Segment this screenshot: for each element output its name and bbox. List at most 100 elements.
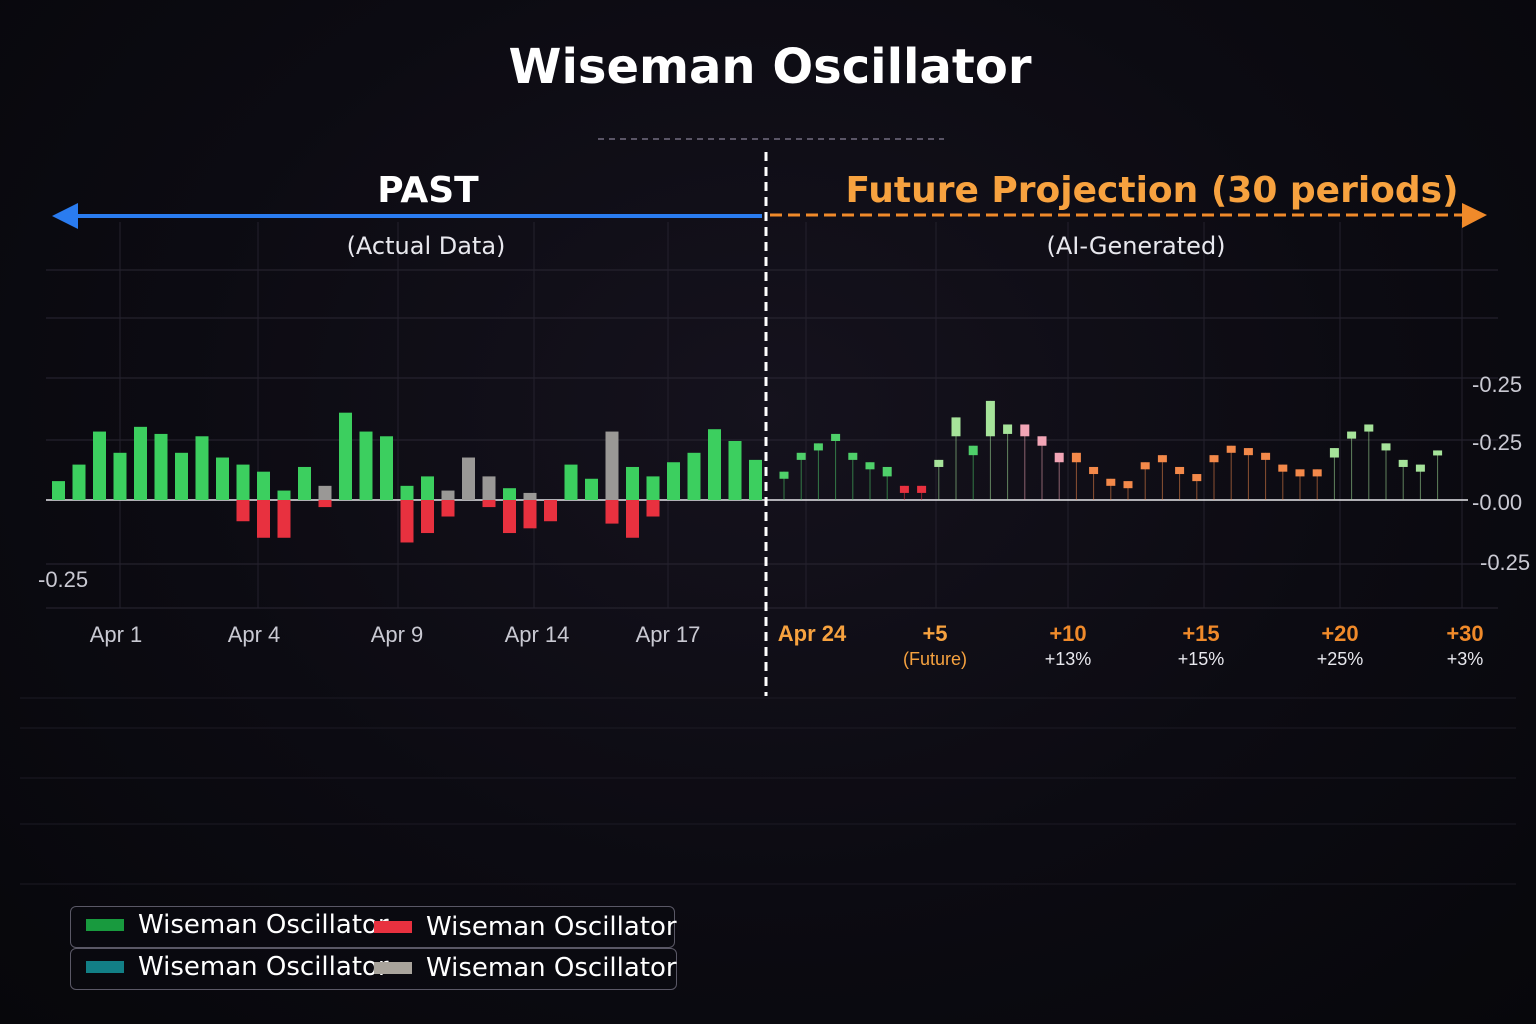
bar: [1089, 466, 1099, 475]
bar: [1020, 424, 1030, 437]
legend-swatch-green: [86, 919, 124, 931]
x-tick-label: Apr 9: [371, 622, 424, 647]
legend-item: Wiseman Oscillator: [86, 910, 389, 940]
bar: [1140, 462, 1150, 470]
x-axis-past: Apr 1 Apr 4 Apr 9 Apr 14 Apr 17: [90, 622, 701, 647]
bar: [882, 466, 892, 477]
x-tick-label: Apr 4: [228, 622, 281, 647]
bar: [564, 464, 578, 500]
bar: [93, 431, 106, 500]
bar: [968, 445, 978, 456]
bar: [298, 466, 311, 500]
bar: [1123, 481, 1133, 489]
bar: [1037, 436, 1047, 446]
chart-title: Wiseman Oscillator: [509, 39, 1032, 95]
legend-box-bottom: [70, 948, 677, 990]
bar: [1209, 455, 1219, 463]
bar: [154, 433, 168, 500]
bar: [482, 500, 496, 508]
x-tick-label: Apr 14: [505, 622, 570, 647]
bar: [277, 500, 291, 538]
bar: [421, 500, 434, 534]
bar: [687, 452, 701, 500]
bar: [1157, 455, 1167, 463]
bar: [359, 431, 373, 500]
bar: [1243, 448, 1253, 456]
bar: [1106, 478, 1116, 486]
bar: [503, 488, 516, 500]
bar: [626, 466, 639, 500]
x-tick-sublabel: +13%: [1045, 649, 1092, 669]
bar: [1415, 464, 1425, 472]
x-tick-sublabel: +25%: [1317, 649, 1364, 669]
bar: [523, 492, 537, 500]
bar: [1312, 469, 1322, 477]
bar: [236, 464, 250, 500]
legend-box-top: [70, 906, 675, 948]
bar: [175, 452, 188, 500]
bar: [257, 471, 270, 500]
bar: [626, 500, 639, 538]
future-arrow: [770, 203, 1487, 228]
bar: [728, 441, 742, 500]
bar: [1175, 466, 1185, 475]
bar: [1347, 431, 1357, 439]
x-tick-label: +5: [922, 621, 947, 646]
y-tick-label: -0.25: [1472, 430, 1522, 455]
bar: [1226, 445, 1236, 453]
bar: [749, 459, 762, 500]
bar: [865, 462, 875, 470]
y-tick-label: -0.25: [1472, 372, 1522, 397]
legend-item: Wiseman Oscillator: [374, 953, 677, 983]
bar: [380, 436, 393, 500]
bar: [421, 476, 434, 500]
legend-label: Wiseman Oscillator: [426, 912, 677, 942]
bar: [848, 452, 858, 460]
x-tick-label: Apr 17: [636, 622, 701, 647]
bar: [934, 459, 944, 467]
bar: [503, 500, 516, 534]
x-tick-sublabel: (Future): [903, 649, 967, 669]
bar: [1278, 464, 1288, 472]
bar: [134, 426, 147, 500]
bar: [1054, 452, 1064, 463]
legend-label: Wiseman Oscillator: [138, 910, 389, 940]
bar: [482, 476, 496, 500]
bar: [52, 481, 65, 500]
x-tick-sublabel: +15%: [1178, 649, 1225, 669]
bar: [113, 452, 127, 500]
legend-item: Wiseman Oscillator: [374, 912, 677, 942]
bar: [400, 500, 414, 543]
bar: [72, 464, 86, 500]
future-subheading: (AI-Generated): [1046, 232, 1225, 260]
legend-swatch-gray: [374, 962, 412, 974]
x-tick-label: Apr 1: [90, 622, 143, 647]
bar: [985, 400, 995, 437]
bar: [667, 462, 680, 500]
bar: [523, 500, 537, 529]
x-tick-label: +15: [1182, 621, 1219, 646]
bar: [605, 431, 619, 500]
bar: [708, 429, 721, 500]
y-tick-label: -0.25: [38, 567, 88, 592]
x-tick-label: +30: [1446, 621, 1483, 646]
bar: [257, 500, 270, 538]
bar: [1433, 450, 1443, 456]
x-axis-future: Apr 24 +5 (Future) +10 +13% +15 +15% +20 +25% +30…: [778, 621, 1484, 669]
bar: [216, 457, 229, 500]
bar: [441, 500, 455, 517]
bar: [1261, 452, 1271, 460]
bar: [917, 485, 927, 493]
y-axis-right: -0.25 -0.25 -0.00 -0.25: [1472, 372, 1530, 575]
past-heading: PAST: [377, 170, 479, 211]
legend-label: Wiseman Oscillator: [138, 952, 389, 982]
bar: [899, 485, 909, 493]
grid: [20, 222, 1516, 885]
bar: [605, 500, 619, 524]
past-bars: [52, 412, 762, 543]
bar: [318, 500, 332, 508]
bar: [462, 457, 475, 500]
bar: [1364, 424, 1374, 432]
bar: [796, 452, 806, 460]
bar: [585, 478, 598, 500]
